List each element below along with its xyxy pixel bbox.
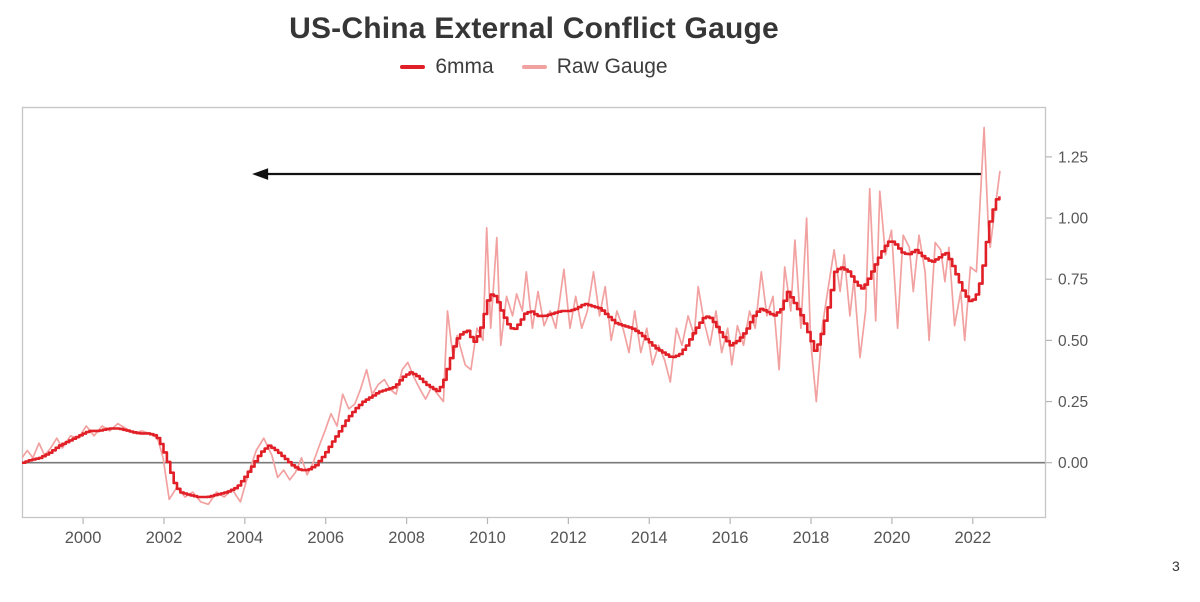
svg-text:2008: 2008	[388, 529, 425, 547]
svg-text:2012: 2012	[550, 529, 587, 547]
svg-text:2000: 2000	[65, 529, 102, 547]
legend-item-6mma: 6mma	[400, 55, 494, 79]
svg-text:0.50: 0.50	[1058, 333, 1089, 350]
svg-text:2022: 2022	[954, 529, 991, 547]
chart-title: US-China External Conflict Gauge	[289, 12, 779, 45]
svg-text:2004: 2004	[226, 529, 263, 547]
svg-text:0.25: 0.25	[1058, 394, 1088, 411]
svg-text:2020: 2020	[874, 529, 911, 547]
svg-text:0.75: 0.75	[1058, 272, 1088, 289]
svg-text:2018: 2018	[793, 529, 830, 547]
svg-text:0.00: 0.00	[1058, 455, 1089, 472]
svg-text:2010: 2010	[469, 529, 506, 547]
svg-text:2006: 2006	[307, 529, 344, 547]
svg-text:2016: 2016	[712, 529, 749, 547]
chart-header: US-China External Conflict Gauge 6mma Ra…	[22, 12, 1046, 79]
svg-text:2002: 2002	[146, 529, 183, 547]
legend-item-raw-gauge: Raw Gauge	[521, 55, 668, 79]
legend-label-raw-gauge: Raw Gauge	[556, 55, 668, 78]
page-number: 3	[1172, 558, 1180, 574]
legend: 6mma Raw Gauge	[22, 55, 1046, 79]
legend-label-6mma: 6mma	[435, 55, 494, 78]
legend-swatch-raw-gauge-icon	[521, 65, 547, 69]
svg-text:1.00: 1.00	[1058, 211, 1089, 228]
svg-text:1.25: 1.25	[1058, 149, 1088, 166]
legend-swatch-6mma-icon	[400, 65, 426, 69]
svg-text:2014: 2014	[631, 529, 668, 547]
